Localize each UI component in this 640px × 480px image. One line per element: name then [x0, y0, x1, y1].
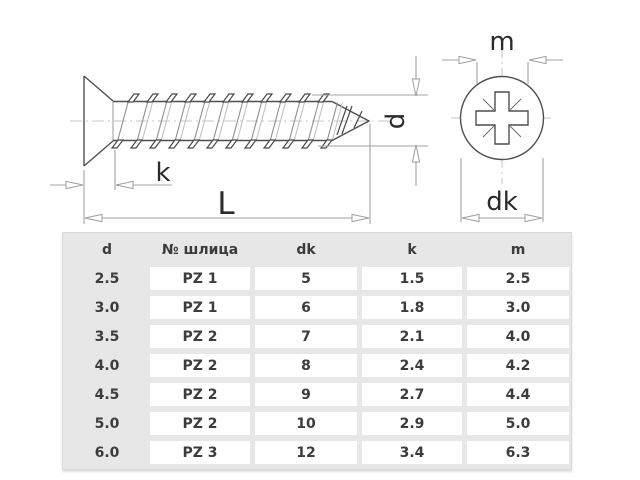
table-cell: 3.5 — [94, 328, 120, 345]
dimension-lines-top — [442, 55, 563, 223]
screw-thread — [110, 93, 363, 149]
table-cell: 3.4 — [362, 441, 462, 464]
table-cell: 3.0 — [94, 299, 120, 316]
table-cell: PZ 3 — [150, 441, 250, 464]
table-cell: 12 — [255, 441, 357, 464]
table-cell: 2.5 — [467, 267, 569, 290]
screw-technical-drawing: k L d m dk — [50, 27, 563, 224]
table-cell: 4.0 — [467, 325, 569, 348]
table-cell: 7 — [255, 325, 357, 348]
table-cell: 2.9 — [362, 412, 462, 435]
table-cell: 4.4 — [467, 383, 569, 406]
dimension-label-d: d — [381, 113, 411, 130]
table-row: 3.0 PZ 1 6 1.8 3.0 — [69, 296, 569, 319]
table-cell: PZ 2 — [150, 412, 250, 435]
column-header-d: d — [101, 242, 113, 258]
table-cell: 10 — [255, 412, 357, 435]
table-cell: 2.7 — [362, 383, 462, 406]
dimension-label-L: L — [217, 186, 235, 222]
dimension-lines-side — [50, 56, 428, 224]
table-cell: 6 — [255, 296, 357, 319]
screw-head-top-view — [459, 75, 545, 161]
table-row: 5.0 PZ 2 10 2.9 5.0 — [69, 412, 569, 435]
table-row: 4.0 PZ 2 8 2.4 4.2 — [69, 354, 569, 377]
table-cell: 6.0 — [94, 444, 120, 461]
table-cell: PZ 2 — [150, 383, 250, 406]
table-cell: PZ 1 — [150, 296, 250, 319]
table-cell: PZ 2 — [150, 354, 250, 377]
table-cell: 6.3 — [467, 441, 569, 464]
table-row: 6.0 PZ 3 12 3.4 6.3 — [69, 441, 569, 464]
dimension-label-dk: dk — [486, 187, 518, 217]
table-cell: 5.0 — [94, 415, 120, 432]
table-cell: 9 — [255, 383, 357, 406]
column-header-slot-number: № шлица — [161, 242, 239, 258]
table-header-row: d № шлица dk k m — [69, 239, 569, 261]
table-cell: 2.5 — [94, 270, 120, 287]
table-row: 3.5 PZ 2 7 2.1 4.0 — [69, 325, 569, 348]
table-cell: 1.5 — [362, 267, 462, 290]
table-cell: 5 — [255, 267, 357, 290]
table-cell: 1.8 — [362, 296, 462, 319]
table-cell: 5.0 — [467, 412, 569, 435]
table-cell: 3.0 — [467, 296, 569, 319]
table-cell: 4.2 — [467, 354, 569, 377]
table-row: 2.5 PZ 1 5 1.5 2.5 — [69, 267, 569, 290]
column-header-m: m — [510, 242, 526, 258]
table-cell: 8 — [255, 354, 357, 377]
table-cell: PZ 1 — [150, 267, 250, 290]
pozidriv-recess — [475, 91, 529, 145]
table-cell: 2.1 — [362, 325, 462, 348]
table-cell: 4.5 — [94, 386, 120, 403]
column-header-k: k — [407, 242, 417, 258]
table-row: 4.5 PZ 2 9 2.7 4.4 — [69, 383, 569, 406]
column-header-dk: dk — [296, 242, 316, 258]
dimension-label-m: m — [489, 27, 514, 57]
table-cell: PZ 2 — [150, 325, 250, 348]
table-cell: 4.0 — [94, 357, 120, 374]
dimension-label-k: k — [155, 158, 170, 188]
table-cell: 2.4 — [362, 354, 462, 377]
